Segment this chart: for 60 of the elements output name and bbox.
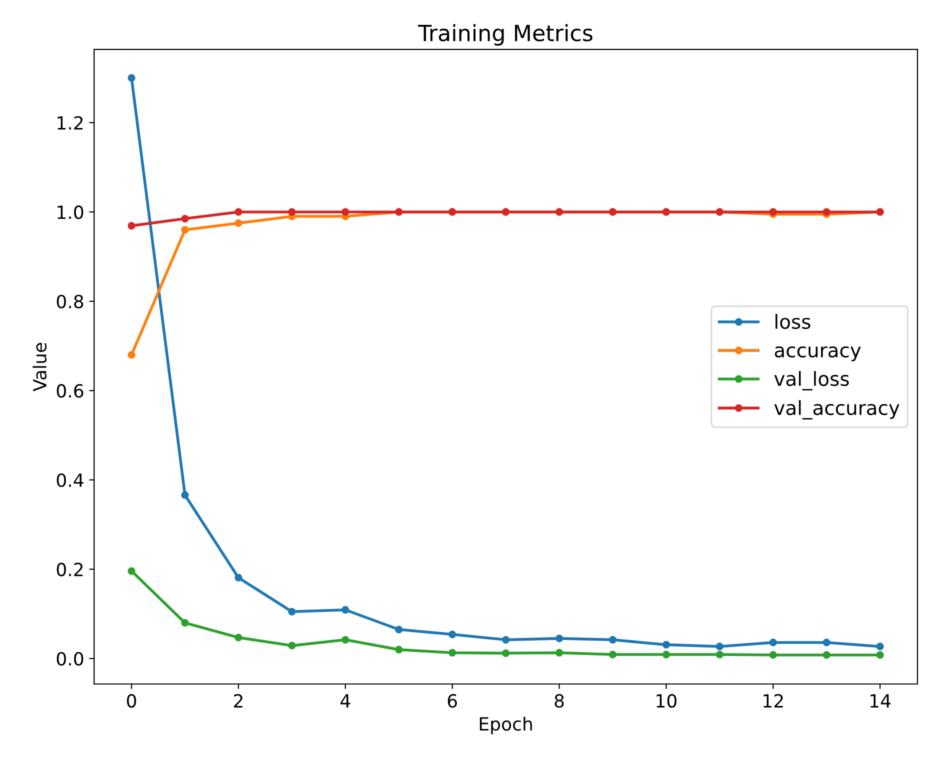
point [555,634,564,642]
point [716,650,724,658]
point [395,626,403,634]
chart-title: Training Metrics [418,24,592,46]
point [181,491,189,499]
point [769,638,777,646]
point [181,226,189,234]
point [234,574,242,582]
y-tick-label: 0.2 [56,562,83,576]
point [395,646,403,654]
point [181,619,189,627]
point [342,606,350,614]
point [822,638,830,646]
y-tick-label: 0.4 [56,473,84,488]
x-tick-label: 4 [340,694,350,708]
point [234,208,242,216]
point [234,219,242,227]
point [288,642,296,650]
point [662,650,670,658]
point [822,651,830,659]
point [128,567,136,575]
point [128,74,136,82]
point [876,642,884,650]
point [342,636,350,644]
legend-label: val_loss [774,371,849,390]
point [716,642,724,650]
point [502,636,510,644]
x-tick-label: 8 [554,694,564,708]
y-tick-label: 0.0 [56,652,84,666]
x-tick-label: 14 [870,694,891,708]
point [608,650,617,658]
x-tick-label: 0 [126,694,136,708]
x-tick-label: 2 [234,694,242,708]
point [448,648,456,657]
point [234,634,242,642]
point [608,636,617,644]
point [662,640,670,649]
y-axis-title: Value [32,342,47,392]
legend-label: accuracy [774,346,861,362]
y-tick-label: 0.6 [56,384,84,398]
legend-label: val_accuracy [774,400,900,420]
x-tick-label: 6 [448,694,457,708]
point [181,214,189,222]
point [448,630,456,638]
x-tick-label: 10 [656,694,676,708]
point [128,351,136,359]
point [876,651,884,659]
point [502,649,510,658]
point [769,651,777,659]
x-tick-label: 12 [764,694,783,708]
point [342,208,350,216]
point [288,608,296,616]
x-axis-title: Epoch [480,716,532,734]
point [288,208,296,216]
legend-label: loss [776,314,810,329]
point [128,222,136,230]
y-tick-label: 1.2 [58,116,83,130]
y-tick-label: 1.0 [58,205,84,220]
point [555,648,564,657]
y-tick-label: 0.8 [56,294,84,308]
